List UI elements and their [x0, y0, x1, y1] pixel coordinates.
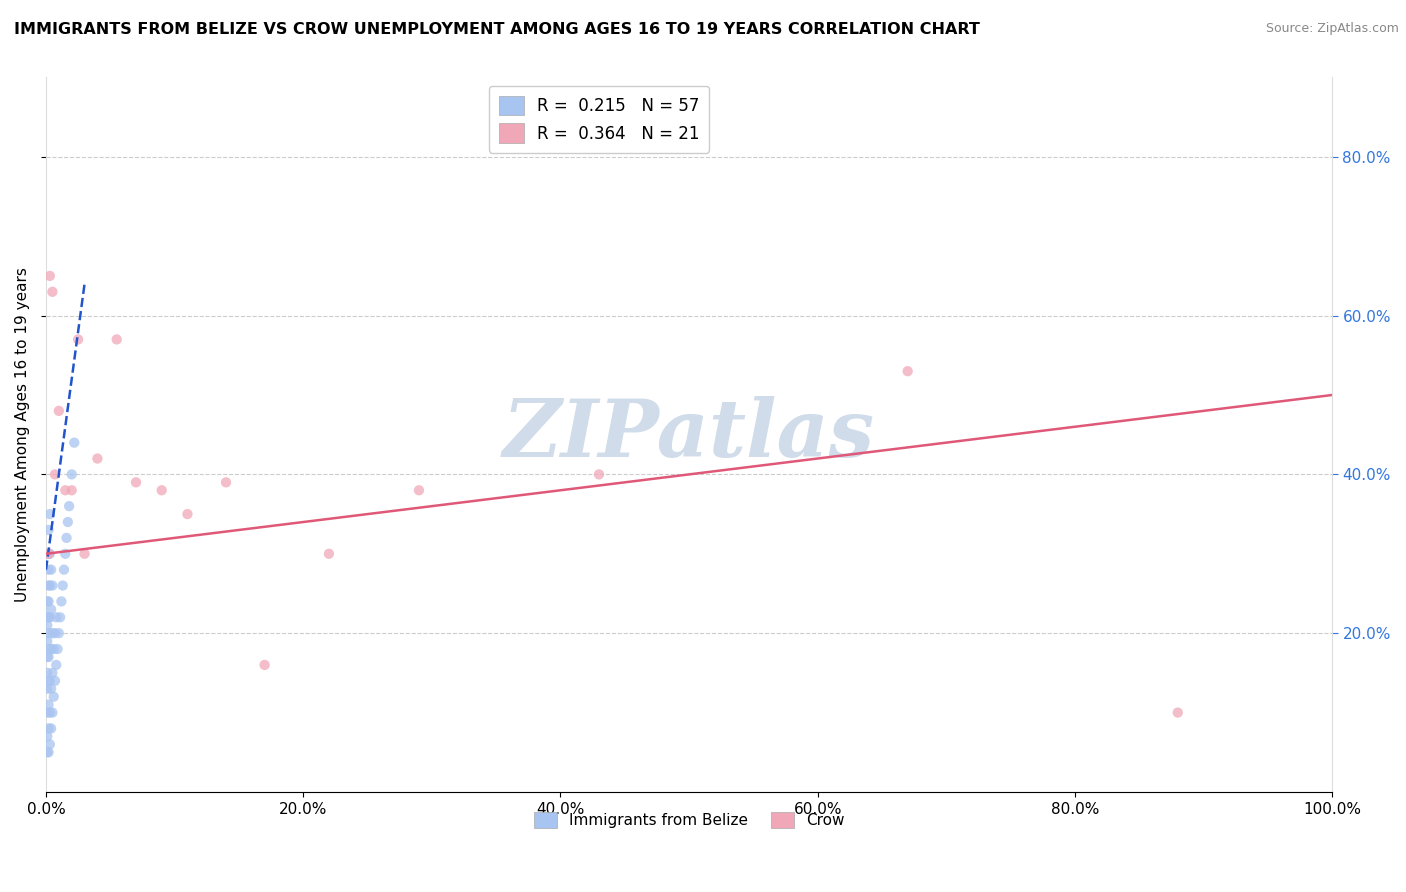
Point	[49, 610, 72, 624]
Point	[46, 642, 69, 657]
Point	[37, 706, 59, 720]
Point	[37, 634, 59, 648]
Point	[215, 475, 238, 490]
Point	[44, 467, 66, 482]
Point	[588, 467, 610, 482]
Point	[38, 706, 60, 720]
Point	[44, 626, 66, 640]
Point	[38, 507, 60, 521]
Point	[39, 642, 62, 657]
Point	[53, 563, 76, 577]
Point	[42, 690, 65, 704]
Point	[38, 642, 60, 657]
Point	[55, 531, 77, 545]
Point	[45, 610, 67, 624]
Point	[253, 657, 276, 672]
Point	[38, 547, 60, 561]
Point	[38, 650, 60, 665]
Point	[1167, 706, 1189, 720]
Point	[318, 547, 340, 561]
Point	[86, 451, 108, 466]
Point	[45, 657, 67, 672]
Point	[897, 364, 920, 378]
Point	[38, 547, 60, 561]
Point	[37, 650, 59, 665]
Point	[37, 618, 59, 632]
Point	[41, 706, 63, 720]
Point	[39, 602, 62, 616]
Point	[38, 268, 60, 283]
Point	[63, 435, 86, 450]
Point	[67, 333, 90, 347]
Point	[37, 665, 59, 680]
Point	[48, 404, 70, 418]
Point	[52, 578, 75, 592]
Point	[38, 673, 60, 688]
Text: IMMIGRANTS FROM BELIZE VS CROW UNEMPLOYMENT AMONG AGES 16 TO 19 YEARS CORRELATIO: IMMIGRANTS FROM BELIZE VS CROW UNEMPLOYM…	[14, 22, 980, 37]
Point	[38, 610, 60, 624]
Y-axis label: Unemployment Among Ages 16 to 19 years: Unemployment Among Ages 16 to 19 years	[15, 268, 30, 602]
Point	[60, 483, 83, 498]
Point	[176, 507, 198, 521]
Point	[58, 499, 80, 513]
Point	[41, 665, 63, 680]
Point	[60, 467, 83, 482]
Point	[41, 578, 63, 592]
Text: ZIPatlas: ZIPatlas	[503, 396, 875, 474]
Point	[38, 626, 60, 640]
Point	[56, 515, 79, 529]
Point	[73, 547, 96, 561]
Point	[42, 642, 65, 657]
Point	[53, 547, 76, 561]
Point	[408, 483, 430, 498]
Point	[38, 737, 60, 751]
Point	[38, 594, 60, 608]
Point	[38, 578, 60, 592]
Point	[39, 681, 62, 696]
Point	[105, 333, 128, 347]
Point	[38, 610, 60, 624]
Point	[37, 610, 59, 624]
Point	[38, 563, 60, 577]
Point	[38, 547, 60, 561]
Point	[38, 745, 60, 759]
Point	[37, 745, 59, 759]
Point	[41, 285, 63, 299]
Point	[38, 673, 60, 688]
Point	[51, 594, 73, 608]
Point	[38, 523, 60, 537]
Point	[38, 578, 60, 592]
Point	[38, 722, 60, 736]
Point	[37, 681, 59, 696]
Point	[41, 626, 63, 640]
Point	[37, 730, 59, 744]
Point	[38, 698, 60, 712]
Point	[150, 483, 173, 498]
Legend: Immigrants from Belize, Crow: Immigrants from Belize, Crow	[527, 806, 851, 834]
Point	[48, 626, 70, 640]
Point	[37, 594, 59, 608]
Point	[39, 722, 62, 736]
Text: Source: ZipAtlas.com: Source: ZipAtlas.com	[1265, 22, 1399, 36]
Point	[53, 483, 76, 498]
Point	[125, 475, 148, 490]
Point	[44, 673, 66, 688]
Point	[39, 563, 62, 577]
